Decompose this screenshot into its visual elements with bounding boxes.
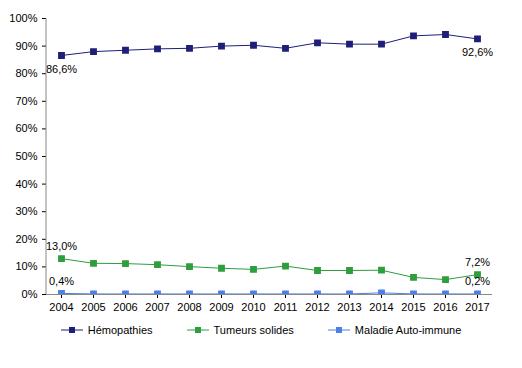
svg-text:2009: 2009 xyxy=(209,301,233,313)
svg-text:2016: 2016 xyxy=(433,301,457,313)
svg-text:0,4%: 0,4% xyxy=(49,275,74,287)
svg-text:2013: 2013 xyxy=(337,301,361,313)
svg-text:0,2%: 0,2% xyxy=(465,275,490,287)
svg-text:2006: 2006 xyxy=(113,301,137,313)
svg-text:80%: 80% xyxy=(15,67,37,79)
html-text:Hémopathies: Hémopathies xyxy=(87,324,153,336)
svg-text:2008: 2008 xyxy=(177,301,201,313)
svg-text:7,2%: 7,2% xyxy=(465,256,490,268)
html-text:Maladie Auto-immune: Maladie Auto-immune xyxy=(354,324,462,336)
svg-text:2007: 2007 xyxy=(145,301,169,313)
svg-text:60%: 60% xyxy=(15,122,37,134)
svg-text:40%: 40% xyxy=(15,178,37,190)
svg-text:2012: 2012 xyxy=(305,301,329,313)
svg-text:50%: 50% xyxy=(15,150,37,162)
svg-text:90%: 90% xyxy=(15,40,37,52)
svg-text:2011: 2011 xyxy=(274,301,298,313)
svg-text:2015: 2015 xyxy=(401,301,425,313)
svg-text:100%: 100% xyxy=(9,12,37,24)
svg-text:70%: 70% xyxy=(15,95,37,107)
svg-text:2017: 2017 xyxy=(465,301,489,313)
svg-text:20%: 20% xyxy=(15,233,37,245)
svg-text:0%: 0% xyxy=(22,288,38,300)
svg-text:2004: 2004 xyxy=(49,301,73,313)
svg-text:92,6%: 92,6% xyxy=(462,46,493,58)
svg-text:2005: 2005 xyxy=(81,301,105,313)
svg-text:86,6%: 86,6% xyxy=(46,63,77,75)
html-text:Tumeurs solides: Tumeurs solides xyxy=(213,324,294,336)
svg-text:13,0%: 13,0% xyxy=(46,240,77,252)
svg-text:2010: 2010 xyxy=(241,301,265,313)
svg-text:10%: 10% xyxy=(15,260,37,272)
svg-text:2014: 2014 xyxy=(369,301,393,313)
svg-text:30%: 30% xyxy=(15,205,37,217)
